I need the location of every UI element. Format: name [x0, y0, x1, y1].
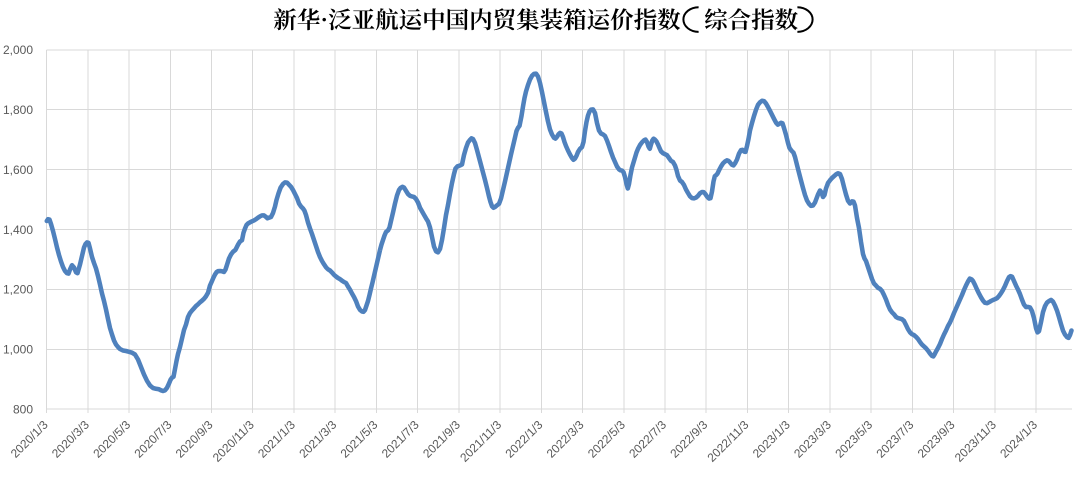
svg-text:1,000: 1,000: [3, 343, 33, 357]
svg-text:1,200: 1,200: [3, 283, 33, 297]
svg-text:1,800: 1,800: [3, 103, 33, 117]
svg-text:1,400: 1,400: [3, 223, 33, 237]
svg-text:2,000: 2,000: [3, 43, 33, 57]
svg-text:800: 800: [13, 403, 33, 417]
svg-text:1,600: 1,600: [3, 163, 33, 177]
